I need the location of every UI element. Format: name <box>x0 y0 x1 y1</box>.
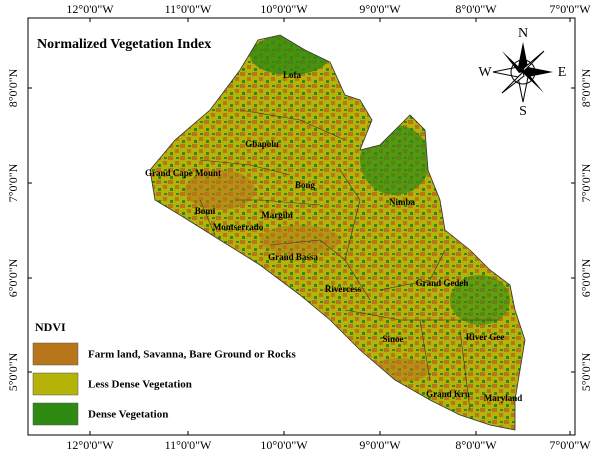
latitude-label: 6°0'0"N <box>6 258 20 297</box>
county-label: Grand Kru <box>426 389 470 399</box>
compass-letter: S <box>519 104 527 119</box>
longitude-label: 9°0'0"W <box>359 2 401 16</box>
county-label: Maryland <box>484 393 523 403</box>
longitude-label: 11°0'0"W <box>165 438 212 452</box>
compass-letter: W <box>478 65 492 80</box>
longitude-label: 8°0'0"W <box>455 438 497 452</box>
legend-label: Dense Vegetation <box>88 409 168 421</box>
county-label: River Gee <box>466 332 505 342</box>
longitude-label: 12°0'0"W <box>66 2 114 16</box>
county-label: Grand Bassa <box>268 252 318 262</box>
longitude-label: 10°0'0"W <box>260 2 308 16</box>
longitude-label: 7°0'0"W <box>549 2 591 16</box>
county-label: Gbapolu <box>245 139 279 149</box>
county-label: Margibi <box>261 210 293 220</box>
latitude-label: 7°0'0"N <box>579 163 593 202</box>
legend-swatch <box>32 372 79 396</box>
map-title: Normalized Vegetation Index <box>37 37 211 52</box>
county-label: Bong <box>295 180 316 190</box>
longitude-label: 12°0'0"W <box>66 438 114 452</box>
county-label: Nimba <box>389 197 416 207</box>
latitude-label: 5°0'0"N <box>579 352 593 391</box>
legend-label: Farm land, Savanna, Bare Ground or Rocks <box>88 349 297 361</box>
compass-letter: N <box>518 26 528 41</box>
longitude-label: 8°0'0"W <box>455 2 497 16</box>
legend-swatch <box>32 402 79 426</box>
county-label: Lofa <box>283 70 302 80</box>
longitude-label: 7°0'0"W <box>549 438 591 452</box>
county-label: Grand Cape Mount <box>145 168 221 178</box>
compass <box>492 42 553 103</box>
latitude-label: 5°0'0"N <box>6 352 20 391</box>
county-label: Grand Gedeh <box>416 278 469 288</box>
legend-label: Less Dense Vegetation <box>88 379 192 391</box>
county-label: Rivercess <box>325 284 362 294</box>
legend-swatch <box>32 342 79 366</box>
longitude-label: 11°0'0"W <box>165 2 212 16</box>
longitude-label: 9°0'0"W <box>359 438 401 452</box>
compass-letter: E <box>558 65 567 80</box>
county-borders <box>199 109 500 411</box>
county-label: Bomi <box>195 206 216 216</box>
country-border <box>149 34 526 431</box>
county-label: Montserrado <box>213 222 264 232</box>
latitude-label: 7°0'0"N <box>6 163 20 202</box>
county-label: Sinoe <box>382 334 403 344</box>
longitude-label: 10°0'0"W <box>260 438 308 452</box>
legend-title: NDVI <box>35 320 66 334</box>
latitude-label: 6°0'0"N <box>579 258 593 297</box>
latitude-label: 8°0'0"N <box>579 68 593 107</box>
latitude-label: 8°0'0"N <box>6 68 20 107</box>
